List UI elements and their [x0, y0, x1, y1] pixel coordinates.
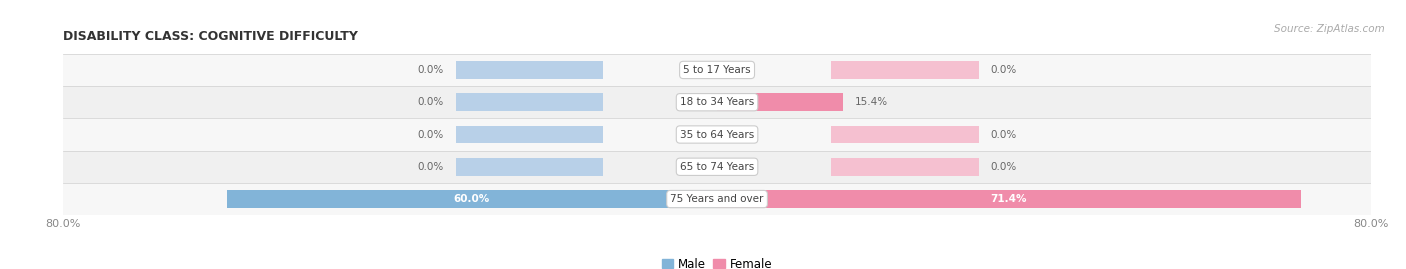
Bar [226, 190, 717, 208]
Bar [831, 61, 979, 79]
Text: 15.4%: 15.4% [855, 97, 889, 107]
Bar [456, 61, 603, 79]
Text: 0.0%: 0.0% [991, 65, 1017, 75]
Text: 35 to 64 Years: 35 to 64 Years [681, 129, 754, 140]
Text: 0.0%: 0.0% [418, 129, 443, 140]
Text: 0.0%: 0.0% [418, 97, 443, 107]
Text: 0.0%: 0.0% [418, 65, 443, 75]
Bar [717, 190, 1301, 208]
Text: 71.4%: 71.4% [991, 194, 1026, 204]
Text: 18 to 34 Years: 18 to 34 Years [681, 97, 754, 107]
Text: DISABILITY CLASS: COGNITIVE DIFFICULTY: DISABILITY CLASS: COGNITIVE DIFFICULTY [63, 30, 359, 43]
Text: 60.0%: 60.0% [454, 194, 491, 204]
Bar [63, 118, 1371, 151]
Bar [63, 86, 1371, 118]
Text: 0.0%: 0.0% [418, 162, 443, 172]
Bar [456, 158, 603, 176]
Text: 65 to 74 Years: 65 to 74 Years [681, 162, 754, 172]
Bar [456, 126, 603, 143]
Bar [831, 126, 979, 143]
Text: 75 Years and over: 75 Years and over [671, 194, 763, 204]
Text: 0.0%: 0.0% [991, 162, 1017, 172]
Text: 0.0%: 0.0% [991, 129, 1017, 140]
Text: Source: ZipAtlas.com: Source: ZipAtlas.com [1274, 24, 1385, 34]
Bar [717, 93, 844, 111]
Text: 5 to 17 Years: 5 to 17 Years [683, 65, 751, 75]
Bar [831, 158, 979, 176]
Bar [63, 151, 1371, 183]
Bar [456, 93, 603, 111]
Bar [63, 54, 1371, 86]
Bar [63, 183, 1371, 215]
Legend: Male, Female: Male, Female [662, 258, 772, 269]
